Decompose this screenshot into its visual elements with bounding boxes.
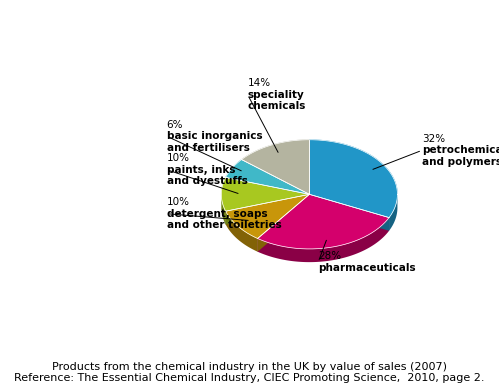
Text: and other toiletries: and other toiletries: [167, 220, 281, 230]
Text: chemicals: chemicals: [248, 101, 306, 111]
Text: 32%: 32%: [422, 134, 445, 144]
Polygon shape: [309, 194, 389, 231]
Text: Products from the chemical industry in the UK by value of sales (2007): Products from the chemical industry in t…: [52, 362, 447, 372]
Text: and fertilisers: and fertilisers: [167, 143, 250, 152]
Polygon shape: [226, 194, 309, 224]
Text: 10%: 10%: [167, 153, 190, 163]
Polygon shape: [257, 194, 309, 252]
Polygon shape: [226, 194, 309, 239]
Text: 6%: 6%: [167, 120, 183, 130]
Text: pharmaceuticals: pharmaceuticals: [318, 263, 416, 273]
Polygon shape: [226, 211, 257, 252]
Polygon shape: [257, 218, 389, 262]
Polygon shape: [222, 194, 226, 224]
Text: 14%: 14%: [248, 78, 271, 88]
Polygon shape: [226, 159, 309, 194]
Text: and dyestuffs: and dyestuffs: [167, 176, 248, 186]
Polygon shape: [226, 194, 309, 224]
Polygon shape: [257, 194, 309, 252]
Text: petrochemicals: petrochemicals: [422, 145, 499, 155]
Polygon shape: [222, 177, 309, 211]
Text: and polymers: and polymers: [422, 157, 499, 167]
Polygon shape: [389, 194, 397, 231]
Polygon shape: [309, 194, 389, 231]
Text: detergent, soaps: detergent, soaps: [167, 209, 267, 219]
Text: speciality: speciality: [248, 90, 304, 100]
Polygon shape: [309, 140, 397, 218]
Polygon shape: [257, 194, 389, 249]
Text: basic inorganics: basic inorganics: [167, 131, 262, 141]
Polygon shape: [242, 140, 309, 194]
Text: 10%: 10%: [167, 197, 190, 207]
Text: 28%: 28%: [318, 251, 341, 262]
Text: Reference: The Essential Chemical Industry, CIEC Promoting Science,  2010, page : Reference: The Essential Chemical Indust…: [14, 373, 485, 383]
Text: paints, inks: paints, inks: [167, 165, 235, 175]
